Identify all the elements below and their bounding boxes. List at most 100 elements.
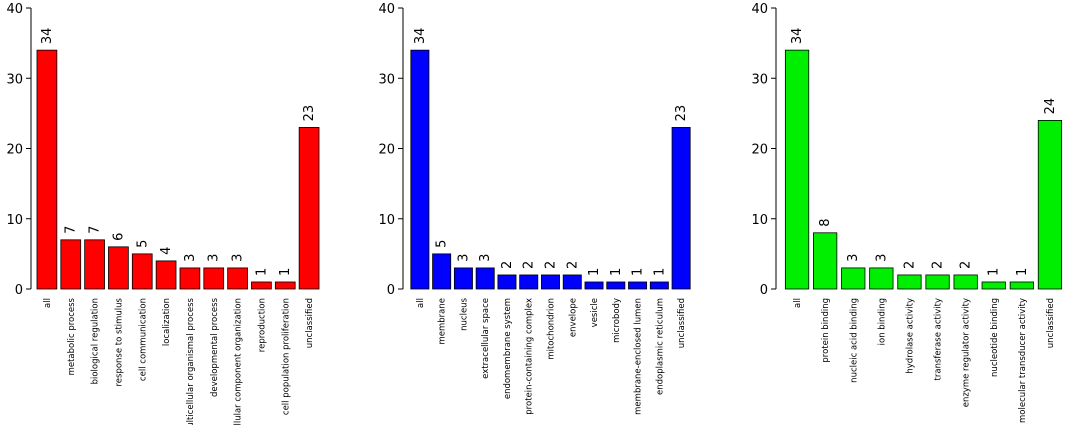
x-tick-label: hydrolase activity: [905, 298, 915, 374]
x-tick-label: membrane: [438, 298, 448, 345]
bar: [606, 281, 626, 290]
x-tick-label: multicellular organismal process: [186, 297, 196, 425]
x-tick-label: nucleic acid binding: [849, 298, 859, 383]
y-tick-label: 40: [751, 2, 768, 17]
value-label: 2: [522, 261, 537, 269]
y-tick-label: 30: [751, 72, 768, 87]
value-label: 5: [435, 240, 450, 248]
x-tick-label: nucleus: [459, 297, 469, 330]
y-tick-label: 30: [378, 72, 395, 87]
x-tick-label: response to stimulus: [114, 297, 124, 386]
x-tick-label: extracellular space: [481, 298, 491, 379]
x-tick-label: microbody: [612, 298, 622, 343]
y-tick-label: 20: [6, 143, 23, 158]
value-label: 3: [183, 254, 198, 262]
value-label: 6: [111, 233, 126, 241]
bar: [497, 274, 517, 290]
bar: [784, 49, 810, 290]
x-tick-label: all: [43, 298, 53, 308]
x-tick-label: ion binding: [877, 298, 887, 345]
y-tick-label: 10: [751, 213, 768, 228]
value-label: 2: [500, 261, 515, 269]
x-tick-label: transferase activity: [934, 298, 944, 380]
y-tick-label: 0: [387, 283, 395, 298]
value-label: 2: [902, 261, 917, 269]
x-tick-label: membrane-enclosed lumen: [634, 298, 644, 415]
value-label: 3: [846, 254, 861, 262]
bar: [84, 239, 105, 290]
y-tick-label: 0: [760, 283, 768, 298]
x-tick-label: endomembrane system: [503, 298, 513, 399]
value-label: 34: [790, 28, 805, 45]
x-tick-label: molecular transducer activity: [1018, 298, 1028, 423]
x-tick-label: unclassified: [305, 298, 315, 348]
value-label: 2: [544, 261, 559, 269]
value-label: 2: [959, 261, 974, 269]
x-tick-label: all: [416, 298, 426, 308]
value-label: 1: [631, 268, 646, 276]
x-tick-label: vesicle: [590, 298, 600, 327]
x-tick-label: protein-containing complex: [525, 298, 535, 415]
value-label: 3: [231, 254, 246, 262]
bar: [897, 274, 922, 290]
x-tick-label: cell communication: [138, 298, 148, 381]
x-tick-label: biological regulation: [91, 298, 101, 384]
y-tick-label: 10: [6, 213, 23, 228]
bar: [179, 267, 201, 290]
bar: [671, 127, 691, 290]
bar: [131, 253, 153, 290]
bar: [36, 49, 58, 290]
value-label: 3: [874, 254, 889, 262]
y-tick-label: 40: [378, 2, 395, 17]
bar: [274, 281, 296, 290]
value-label: 5: [135, 240, 150, 248]
value-label: 3: [478, 254, 493, 262]
value-label: 34: [413, 28, 428, 45]
bar: [298, 127, 320, 290]
bar: [562, 274, 582, 290]
bar: [155, 260, 177, 290]
bar: [251, 281, 272, 290]
y-tick-label: 20: [751, 143, 768, 158]
value-label: 3: [456, 254, 471, 262]
value-label: 1: [609, 268, 624, 276]
bar: [541, 274, 560, 290]
bar: [60, 239, 82, 290]
value-label: 3: [207, 254, 222, 262]
y-tick-label: 30: [6, 72, 23, 87]
value-label: 1: [254, 268, 269, 276]
y-tick-label: 10: [378, 213, 395, 228]
value-label: 2: [565, 261, 580, 269]
x-tick-label: all: [793, 298, 803, 308]
bar: [649, 281, 669, 290]
bar: [227, 267, 248, 290]
bar: [519, 274, 539, 290]
bar: [981, 281, 1006, 290]
value-label: 1: [1015, 268, 1030, 276]
x-tick-label: cellular component organization: [234, 298, 244, 425]
bar: [432, 253, 452, 290]
bar: [1009, 281, 1034, 290]
value-label: 1: [278, 268, 293, 276]
value-label: 8: [818, 219, 833, 227]
x-tick-label: mitochondrion: [547, 298, 557, 360]
bar: [953, 274, 978, 290]
bar: [841, 267, 866, 290]
bar: [813, 232, 838, 290]
x-tick-label: reproduction: [257, 298, 267, 352]
value-label: 7: [64, 226, 79, 234]
value-label: 1: [652, 268, 667, 276]
bar: [869, 267, 894, 290]
value-label: 4: [159, 247, 174, 255]
x-tick-label: endoplasmic reticulum: [655, 298, 665, 395]
y-tick-label: 40: [6, 2, 23, 17]
value-label: 34: [40, 28, 55, 45]
x-tick-label: unclassified: [1046, 298, 1056, 348]
x-tick-label: nucleotide binding: [990, 298, 1000, 377]
bar: [453, 267, 473, 290]
value-label: 7: [88, 226, 103, 234]
value-label: 23: [674, 105, 689, 122]
bar: [108, 246, 129, 290]
value-label: 1: [987, 268, 1002, 276]
value-label: 1: [587, 268, 602, 276]
